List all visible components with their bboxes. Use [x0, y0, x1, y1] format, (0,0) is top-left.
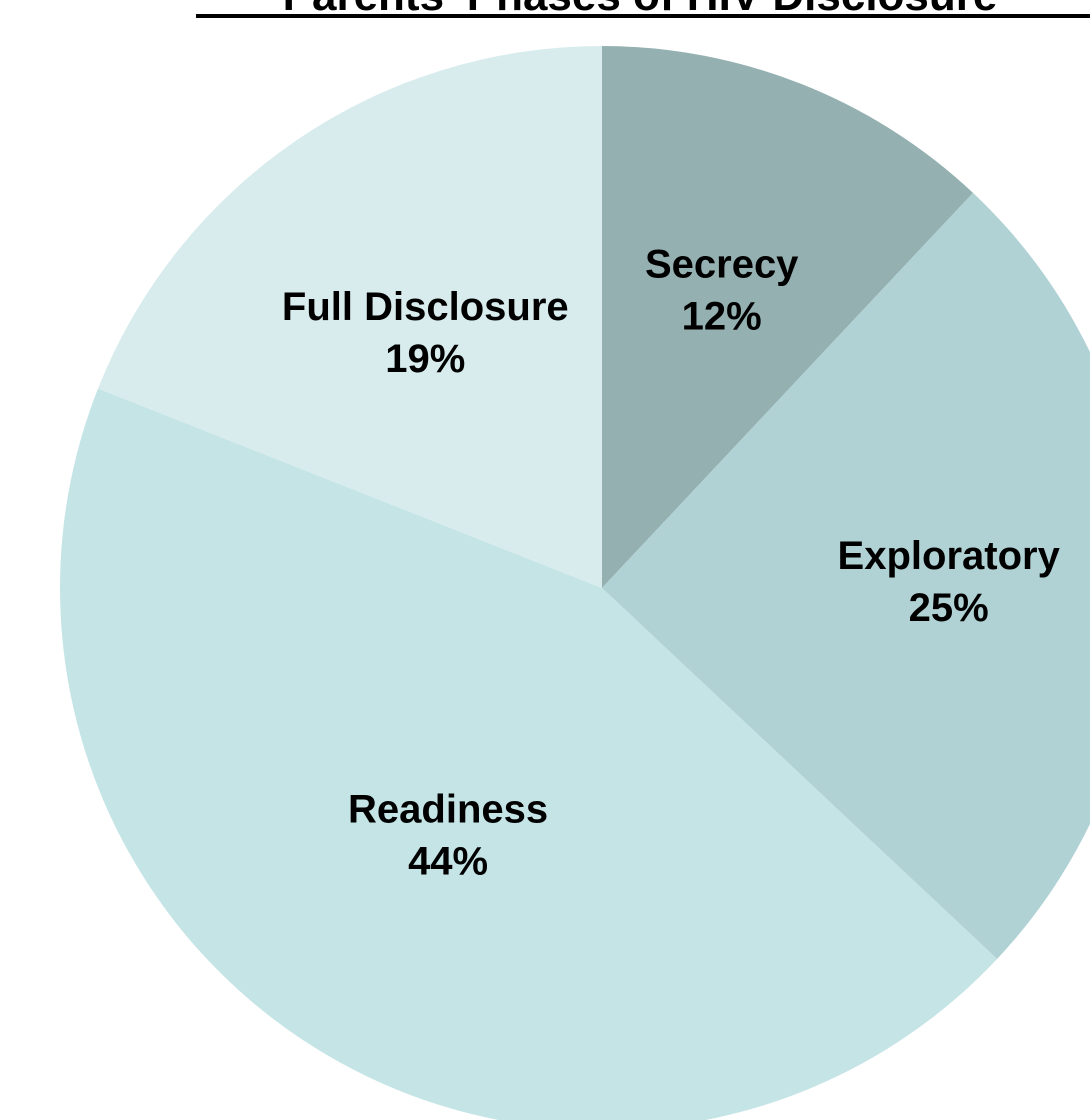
pie-slice-secrecy	[602, 46, 974, 588]
slice-label-exploratory: Exploratory	[838, 534, 1061, 578]
pie-slice-exploratory	[602, 192, 1090, 960]
slice-value-secrecy: 12%	[682, 295, 762, 339]
pie-slices	[60, 46, 1090, 1120]
slice-value-exploratory: 25%	[909, 586, 989, 630]
pie-slice-readiness	[60, 388, 998, 1120]
pie-slice-full-disclosure	[98, 46, 602, 588]
pie-slice-labels: Secrecy 12% Exploratory 25% Readiness 44% Full…	[282, 243, 1061, 884]
slice-label-readiness: Readiness	[348, 788, 548, 832]
slice-value-full-disclosure: 19%	[385, 337, 465, 381]
slice-value-readiness: 44%	[408, 840, 488, 884]
slice-label-secrecy: Secrecy	[645, 243, 799, 287]
slice-label-full-disclosure: Full Disclosure	[282, 285, 569, 329]
